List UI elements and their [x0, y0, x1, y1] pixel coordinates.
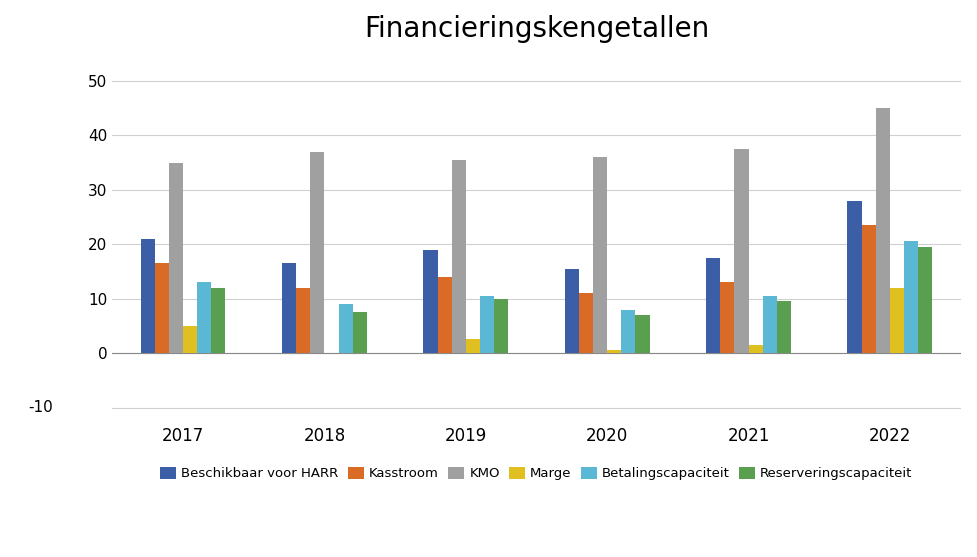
Bar	[874, 108, 889, 353]
Bar	[747, 345, 762, 353]
Bar	[635, 315, 649, 353]
Bar	[776, 301, 790, 353]
Legend: Beschikbaar voor HARR, Kasstroom, KMO, Marge, Betalingscapaciteit, Reserveringsc: Beschikbaar voor HARR, Kasstroom, KMO, M…	[155, 462, 917, 486]
Bar	[847, 201, 861, 353]
Bar	[705, 258, 719, 353]
Bar	[211, 288, 226, 353]
Bar	[451, 160, 465, 353]
Bar	[861, 225, 874, 353]
Bar	[719, 282, 734, 353]
Bar	[607, 350, 620, 353]
Bar	[480, 296, 493, 353]
Bar	[353, 312, 366, 353]
Bar	[423, 250, 437, 353]
Bar	[465, 339, 480, 353]
Bar	[734, 149, 747, 353]
Bar	[310, 152, 324, 353]
Bar	[197, 282, 211, 353]
Bar	[183, 326, 197, 353]
Bar	[154, 263, 169, 353]
Bar	[493, 299, 508, 353]
Bar	[296, 288, 310, 353]
Bar	[437, 277, 451, 353]
Bar	[762, 296, 776, 353]
Title: Financieringskengetallen: Financieringskengetallen	[363, 15, 708, 43]
Bar	[889, 288, 903, 353]
Bar	[338, 304, 353, 353]
Text: -10: -10	[28, 400, 53, 415]
Bar	[592, 157, 607, 353]
Bar	[903, 242, 917, 353]
Bar	[564, 268, 578, 353]
Bar	[281, 263, 296, 353]
Bar	[141, 239, 154, 353]
Bar	[917, 247, 931, 353]
Bar	[620, 310, 635, 353]
Bar	[578, 293, 592, 353]
Bar	[169, 163, 183, 353]
